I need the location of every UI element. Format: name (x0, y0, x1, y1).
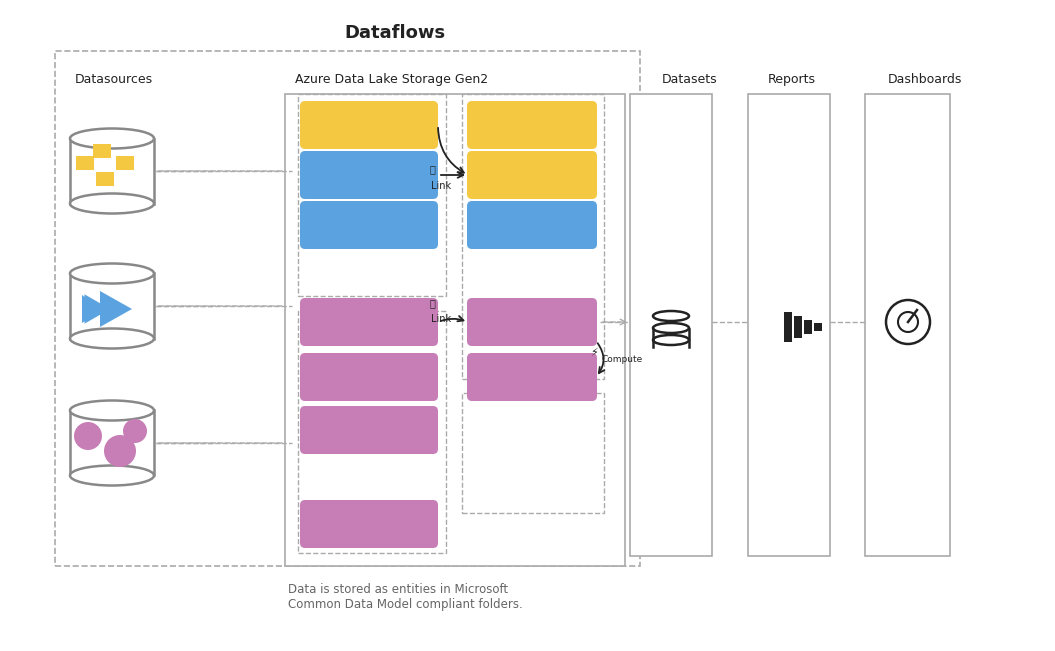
Circle shape (123, 419, 147, 443)
FancyBboxPatch shape (70, 139, 154, 204)
Text: Compute: Compute (602, 355, 644, 363)
Ellipse shape (70, 264, 154, 283)
Ellipse shape (70, 128, 154, 148)
Circle shape (74, 422, 102, 450)
Ellipse shape (70, 329, 154, 348)
Ellipse shape (70, 193, 154, 214)
Text: Link: Link (430, 181, 452, 191)
Text: Azure Data Lake Storage Gen2: Azure Data Lake Storage Gen2 (295, 72, 488, 85)
FancyBboxPatch shape (794, 316, 802, 338)
FancyBboxPatch shape (748, 94, 830, 556)
FancyBboxPatch shape (467, 151, 597, 199)
Text: ⛓: ⛓ (429, 298, 435, 308)
Ellipse shape (653, 323, 689, 333)
Text: Reports: Reports (768, 72, 816, 85)
FancyBboxPatch shape (467, 353, 597, 401)
FancyBboxPatch shape (96, 172, 114, 186)
FancyBboxPatch shape (467, 201, 597, 249)
Text: Dashboards: Dashboards (888, 72, 962, 85)
FancyBboxPatch shape (300, 298, 438, 346)
FancyBboxPatch shape (300, 101, 438, 149)
Circle shape (886, 300, 931, 344)
FancyBboxPatch shape (285, 94, 625, 566)
Polygon shape (82, 295, 102, 323)
Text: Link: Link (430, 314, 452, 324)
Text: Data is stored as entities in Microsoft
Common Data Model compliant folders.: Data is stored as entities in Microsoft … (288, 583, 522, 611)
FancyBboxPatch shape (300, 500, 438, 548)
FancyBboxPatch shape (467, 298, 597, 346)
FancyBboxPatch shape (93, 144, 111, 158)
FancyBboxPatch shape (865, 94, 950, 556)
FancyBboxPatch shape (630, 94, 712, 556)
FancyBboxPatch shape (784, 312, 792, 342)
Circle shape (898, 312, 918, 332)
Circle shape (104, 435, 136, 467)
FancyBboxPatch shape (300, 406, 438, 454)
FancyBboxPatch shape (70, 411, 154, 475)
FancyBboxPatch shape (70, 273, 154, 339)
Text: ⛓: ⛓ (429, 164, 435, 174)
Polygon shape (100, 291, 132, 327)
Ellipse shape (70, 400, 154, 421)
FancyBboxPatch shape (300, 151, 438, 199)
FancyBboxPatch shape (116, 156, 134, 170)
Text: Datasources: Datasources (75, 72, 153, 85)
FancyBboxPatch shape (467, 101, 597, 149)
Text: ⚡: ⚡ (590, 348, 598, 358)
Text: Dataflows: Dataflows (344, 24, 445, 42)
FancyBboxPatch shape (814, 323, 822, 331)
FancyBboxPatch shape (653, 317, 689, 347)
Ellipse shape (70, 465, 154, 486)
FancyBboxPatch shape (804, 320, 812, 334)
FancyBboxPatch shape (300, 353, 438, 401)
Ellipse shape (653, 311, 689, 321)
FancyBboxPatch shape (300, 201, 438, 249)
Text: Datasets: Datasets (661, 72, 717, 85)
Ellipse shape (653, 335, 689, 345)
FancyBboxPatch shape (76, 156, 94, 170)
